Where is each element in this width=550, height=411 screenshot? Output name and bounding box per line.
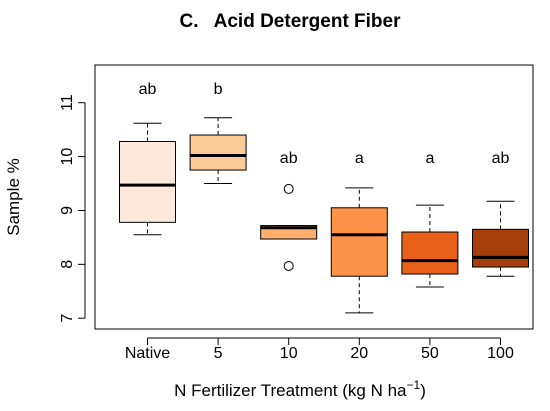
- box-group: ab: [260, 150, 318, 271]
- x-tick-label: 50: [421, 345, 439, 362]
- x-axis-label-tail: ): [420, 381, 426, 400]
- significance-label: a: [355, 150, 364, 167]
- y-tick-label: 7: [59, 314, 76, 323]
- box-group: b: [189, 81, 247, 185]
- box-iqr: [401, 231, 459, 275]
- significance-label: b: [214, 81, 223, 98]
- x-axis-label-main: N Fertilizer Treatment (kg N ha: [174, 381, 407, 400]
- box-iqr: [189, 134, 247, 171]
- plot-frame: [94, 64, 534, 330]
- box-iqr: [330, 207, 388, 277]
- chart-title: C. Acid Detergent Fiber: [180, 11, 402, 32]
- y-axis: 7 8 9 10 11: [59, 94, 86, 323]
- box-iqr: [119, 141, 176, 223]
- x-axis-label-exponent: −1: [407, 378, 421, 392]
- box-group: a: [401, 150, 459, 288]
- x-tick-label: Native: [125, 345, 170, 362]
- x-tick-label: 20: [350, 345, 368, 362]
- boxes: ab b ab a a ab: [119, 81, 529, 314]
- x-axis: Native 5 10 20 50 100: [125, 337, 514, 362]
- x-tick-label: 5: [214, 345, 223, 362]
- significance-label: ab: [492, 150, 510, 167]
- y-tick-label: 10: [59, 148, 76, 166]
- box-group: ab: [119, 81, 176, 236]
- x-tick-label: 100: [487, 345, 514, 362]
- box-group: ab: [472, 150, 529, 277]
- significance-label: ab: [280, 150, 298, 167]
- outlier-point: [283, 260, 294, 271]
- box-iqr: [472, 228, 529, 268]
- box-group: a: [330, 150, 388, 314]
- significance-label: ab: [139, 81, 157, 98]
- significance-label: a: [425, 150, 434, 167]
- y-tick-label: 9: [59, 206, 76, 215]
- x-axis-label: N Fertilizer Treatment (kg N ha−1): [174, 378, 426, 400]
- outlier-point: [283, 183, 294, 194]
- y-axis-label: Sample %: [4, 158, 23, 235]
- x-tick-label: 10: [280, 345, 298, 362]
- y-tick-label: 11: [59, 94, 76, 111]
- y-tick-label: 8: [59, 260, 76, 269]
